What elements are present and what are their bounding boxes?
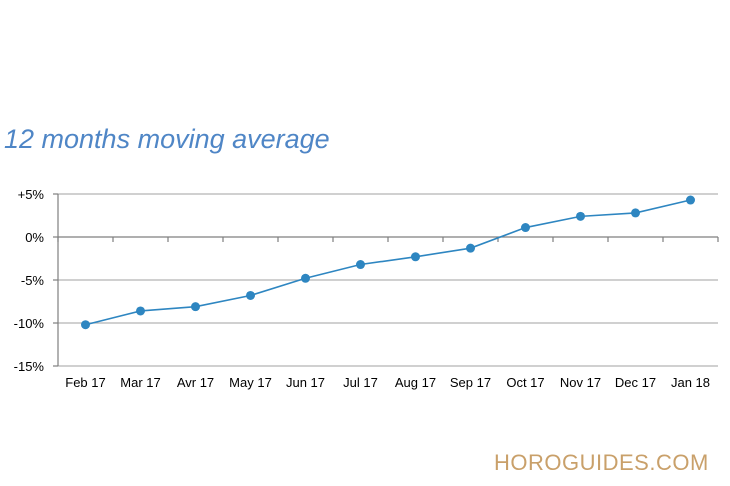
x-tick-label: Jan 18 (671, 375, 710, 390)
x-tick-label: Mar 17 (120, 375, 160, 390)
x-tick-label: Avr 17 (177, 375, 214, 390)
axes (53, 193, 719, 367)
x-tick-label: Aug 17 (395, 375, 436, 390)
data-point (301, 273, 310, 283)
gridlines (58, 193, 718, 367)
data-point (686, 195, 695, 205)
data-point (576, 211, 585, 221)
data-point (136, 306, 145, 316)
x-tick-label: Feb 17 (65, 375, 105, 390)
x-tick-label: Nov 17 (560, 375, 601, 390)
watermark: HOROGUIDES.COM (494, 450, 709, 475)
data-point (246, 290, 255, 300)
data-point (631, 208, 640, 218)
x-tick-label: May 17 (229, 375, 272, 390)
data-point (191, 302, 200, 312)
x-tick-labels: Feb 17 Mar 17 Avr 17 May 17 Jun 17 Jul 17 Aug … (65, 375, 710, 390)
chart-title: 12 months moving average (4, 124, 330, 154)
y-tick-label: -10% (14, 316, 45, 331)
x-tick-label: Oct 17 (506, 375, 544, 390)
data-point (466, 243, 475, 253)
data-point (81, 320, 90, 330)
data-point (356, 260, 365, 270)
x-tick-label: Sep 17 (450, 375, 491, 390)
data-point (411, 252, 420, 262)
y-tick-labels: +5% 0% -5% -10% -15% (14, 187, 45, 374)
x-tick-label: Jun 17 (286, 375, 325, 390)
x-tick-label: Jul 17 (343, 375, 378, 390)
y-tick-label: +5% (18, 187, 45, 202)
y-tick-label: -15% (14, 359, 45, 374)
series-line (85, 199, 691, 326)
y-tick-label: 0% (25, 230, 44, 245)
series (81, 195, 695, 330)
x-tick-label: Dec 17 (615, 375, 656, 390)
data-point (521, 223, 530, 233)
y-tick-label: -5% (21, 273, 45, 288)
